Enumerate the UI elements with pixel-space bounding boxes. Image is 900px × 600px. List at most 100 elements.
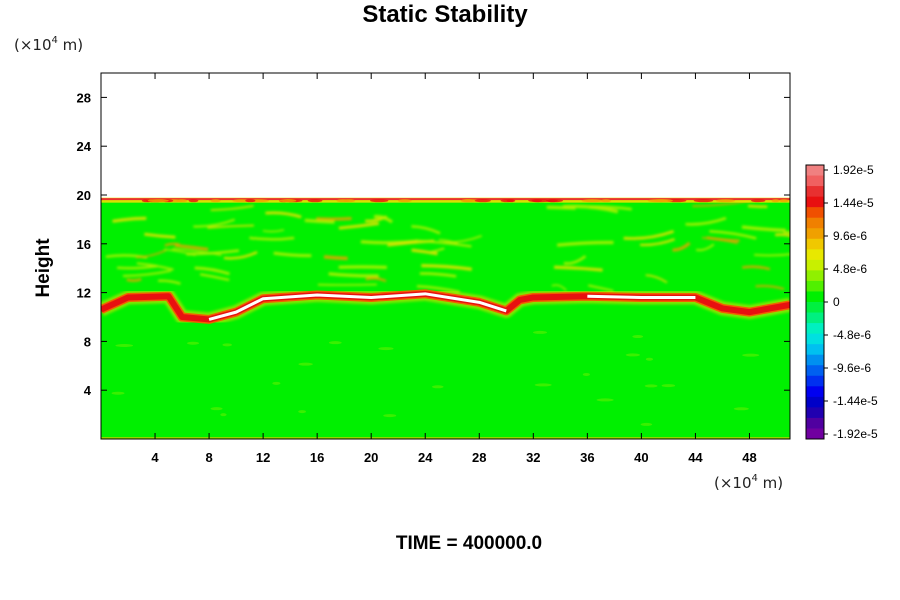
- boundary-speck: [460, 199, 480, 203]
- colorbar-swatch: [806, 396, 824, 408]
- boundary-speck: [751, 199, 766, 203]
- colorbar-label: -1.44e-5: [833, 394, 878, 408]
- lower-speck: [210, 407, 223, 411]
- boundary-speck: [545, 199, 564, 203]
- colorbar-swatch: [806, 238, 824, 250]
- x-tick-label: 48: [742, 450, 756, 465]
- field-filament: [419, 272, 457, 278]
- field-filament: [411, 248, 438, 256]
- field-filament: [126, 277, 142, 282]
- field-filament: [741, 225, 786, 233]
- boundary-speck: [715, 199, 736, 203]
- colorbar-label: 0: [833, 295, 840, 309]
- lower-speck: [111, 391, 125, 395]
- colorbar-swatch: [806, 207, 824, 219]
- boundary-speck: [245, 199, 256, 203]
- lower-speck: [298, 362, 313, 366]
- field-filament: [443, 235, 482, 244]
- boundary-speck: [397, 199, 412, 203]
- field-filament: [304, 218, 335, 224]
- lower-speck: [742, 353, 760, 357]
- lower-speck: [632, 335, 644, 339]
- field-filament: [210, 205, 254, 212]
- lower-speck: [383, 414, 397, 418]
- field-filament: [438, 239, 459, 245]
- x-tick-label: 16: [310, 450, 324, 465]
- x-tick-label: 24: [418, 450, 433, 465]
- field-filament: [207, 224, 254, 229]
- colorbar-swatch: [806, 249, 824, 261]
- lower-speck: [661, 384, 676, 388]
- lower-speck: [534, 383, 552, 387]
- colorbar-swatch: [806, 386, 824, 398]
- y-axis-unit: (×104 m): [14, 35, 83, 54]
- lower-speck: [328, 341, 342, 345]
- field-filament: [265, 211, 302, 219]
- field-filament: [262, 229, 285, 233]
- colorbar-swatch: [806, 259, 824, 271]
- boundary-speck: [693, 199, 714, 203]
- field-filament: [640, 238, 676, 247]
- x-tick-label: 44: [688, 450, 703, 465]
- field-filament: [223, 251, 258, 260]
- boundary-speck: [176, 199, 188, 203]
- x-tick-label: 36: [580, 450, 594, 465]
- x-tick-label: 4: [151, 450, 159, 465]
- lower-speck: [272, 381, 281, 385]
- colorbar-swatch: [806, 375, 824, 387]
- field-filament: [755, 284, 785, 290]
- boundary-speck: [147, 199, 169, 203]
- boundary-speck: [232, 199, 251, 203]
- field-filament: [747, 204, 768, 209]
- colorbar-swatch: [806, 417, 824, 429]
- field-filament: [416, 285, 460, 294]
- field-filament: [136, 249, 167, 259]
- field-filament: [556, 240, 614, 247]
- colorbar-label: 4.8e-6: [833, 262, 867, 276]
- boundary-speck: [474, 199, 491, 203]
- colorbar-swatch: [806, 312, 824, 324]
- time-label: TIME = 400000.0: [396, 533, 542, 554]
- lower-speck: [222, 343, 232, 347]
- x-tick-label: 8: [205, 450, 212, 465]
- colorbar-swatch: [806, 217, 824, 229]
- boundary-speck: [278, 199, 297, 203]
- colorbar-swatch: [806, 175, 824, 187]
- field-filament: [273, 251, 312, 258]
- lower-speck: [645, 357, 654, 361]
- boundary-speck: [779, 199, 789, 203]
- field-filament: [172, 248, 222, 256]
- colorbar-swatch: [806, 291, 824, 303]
- field-filament: [158, 279, 181, 285]
- field-filament: [696, 243, 715, 252]
- field-filament: [338, 222, 380, 230]
- field-filament: [701, 236, 738, 245]
- field-filament: [554, 265, 603, 272]
- field-filament: [116, 264, 158, 270]
- colorbar-label: 1.44e-5: [833, 196, 874, 210]
- boundary-speck: [528, 199, 552, 203]
- lower-speck: [625, 353, 641, 357]
- field-filament: [328, 272, 379, 278]
- colorbar-swatch: [806, 333, 824, 345]
- colorbar-swatch: [806, 365, 824, 377]
- band-peak: [587, 294, 696, 299]
- colorbar-swatch: [806, 186, 824, 198]
- y-tick-label: 28: [77, 90, 91, 105]
- x-tick-label: 12: [256, 450, 270, 465]
- lower-speck: [582, 372, 590, 376]
- lower-speck: [596, 398, 614, 402]
- lower-speck: [532, 330, 548, 334]
- colorbar-swatch: [806, 428, 824, 440]
- field-filament: [112, 216, 147, 223]
- colorbar-swatch: [806, 354, 824, 366]
- field-filament: [783, 230, 790, 234]
- field-filament: [144, 232, 176, 239]
- lower-speck: [640, 422, 653, 426]
- x-tick-label: 20: [364, 450, 378, 465]
- y-tick-label: 4: [84, 383, 92, 398]
- x-axis-unit: (×104 m): [714, 473, 783, 492]
- lower-speck: [115, 343, 134, 347]
- y-tick-label: 16: [77, 237, 91, 252]
- boundary-speck: [600, 199, 612, 203]
